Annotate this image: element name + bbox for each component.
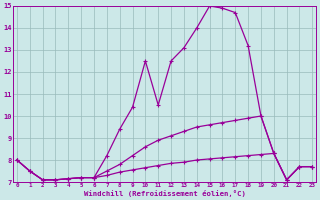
X-axis label: Windchill (Refroidissement éolien,°C): Windchill (Refroidissement éolien,°C) — [84, 190, 245, 197]
